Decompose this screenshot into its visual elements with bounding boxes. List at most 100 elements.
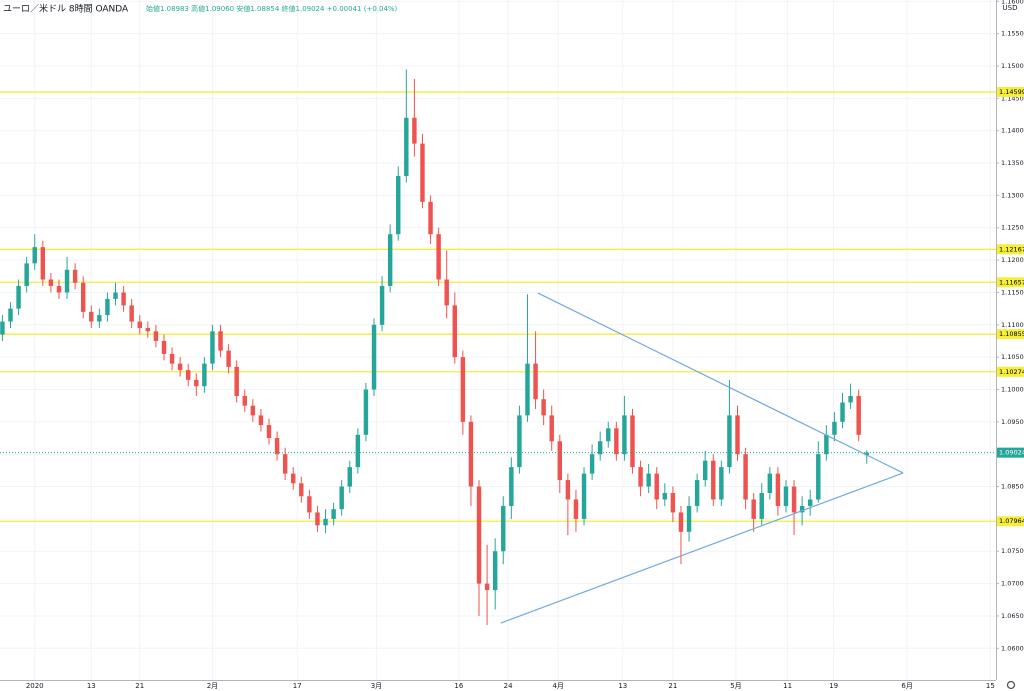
level-label: 1.12167 bbox=[999, 245, 1024, 253]
candle-body bbox=[565, 480, 571, 500]
candle-body bbox=[476, 486, 482, 584]
candle-body bbox=[492, 551, 498, 591]
candle-body bbox=[452, 305, 458, 358]
candle-body bbox=[89, 311, 94, 322]
candle-body bbox=[282, 454, 288, 474]
candle-body bbox=[48, 279, 54, 286]
y-tick-label: 1.07500 bbox=[1001, 547, 1024, 555]
candle-body bbox=[840, 402, 845, 422]
x-tick-label: 17 bbox=[293, 682, 302, 690]
level-label: 1.07964 bbox=[999, 517, 1024, 525]
candle-body bbox=[371, 324, 377, 390]
y-tick-label: 1.10000 bbox=[1001, 385, 1024, 393]
candle-body bbox=[355, 434, 361, 468]
level-label-box bbox=[997, 329, 1024, 340]
y-tick-label: 1.07000 bbox=[1001, 580, 1024, 588]
candle-body bbox=[525, 363, 530, 416]
ohlc-legend: 始値1.08983 高値1.09060 安値1.08854 終値1.09024 … bbox=[146, 4, 398, 13]
candle-body bbox=[185, 370, 191, 380]
y-tick-label: 1.09500 bbox=[1001, 418, 1024, 426]
candle-body bbox=[404, 117, 409, 176]
x-tick-label: 15 bbox=[986, 682, 995, 690]
y-tick-label: 1.13000 bbox=[1001, 191, 1024, 199]
candle-body bbox=[597, 441, 603, 455]
y-tick-label: 1.15500 bbox=[1001, 30, 1024, 38]
candle-body bbox=[444, 279, 449, 306]
candle-body bbox=[145, 328, 151, 332]
y-tick-label: 1.11000 bbox=[1001, 321, 1024, 329]
candle-body bbox=[307, 496, 312, 513]
candle-body bbox=[727, 415, 732, 468]
symbol-title: ユーロ／米ドル 8時間 OANDA bbox=[3, 3, 129, 15]
candle-body bbox=[40, 247, 46, 280]
level-label-box bbox=[997, 244, 1024, 255]
x-tick-label: 21 bbox=[135, 682, 144, 690]
x-tick-label: 13 bbox=[618, 682, 627, 690]
candle-body bbox=[121, 292, 126, 306]
candle-body bbox=[557, 441, 563, 481]
candle-body bbox=[16, 285, 21, 309]
level-label: 1.10274 bbox=[999, 368, 1024, 376]
candle-body bbox=[735, 415, 740, 455]
candle-body bbox=[323, 518, 328, 526]
candle-body bbox=[807, 499, 813, 506]
candle-body bbox=[177, 363, 183, 371]
candle-body bbox=[299, 483, 304, 497]
x-tick-label: 11 bbox=[783, 682, 792, 690]
x-tick-label: 19 bbox=[829, 682, 838, 690]
candle-body bbox=[581, 473, 587, 519]
level-label: 1.11657 bbox=[999, 278, 1024, 286]
x-tick-label: 5月 bbox=[730, 682, 741, 690]
candle-body bbox=[614, 428, 619, 455]
candle-body bbox=[72, 269, 78, 283]
axes: 1.060001.065001.070001.075001.080001.085… bbox=[26, 0, 1024, 690]
candle-body bbox=[266, 425, 272, 439]
candle-body bbox=[638, 467, 643, 487]
currency-label: USD bbox=[1003, 4, 1018, 12]
candle-body bbox=[8, 308, 13, 322]
candle-body bbox=[816, 454, 821, 500]
plot bbox=[0, 69, 996, 626]
candle-body bbox=[468, 421, 474, 487]
y-tick-label: 1.14000 bbox=[1001, 127, 1024, 135]
y-tick-label: 1.12000 bbox=[1001, 256, 1024, 264]
candle-body bbox=[484, 583, 490, 591]
gear[interactable] bbox=[1006, 680, 1016, 690]
candle-body bbox=[194, 379, 199, 387]
candle-body bbox=[291, 473, 296, 484]
candle-body bbox=[420, 143, 425, 202]
candle-body bbox=[153, 331, 159, 341]
candle-body bbox=[606, 428, 611, 442]
x-tick-label: 24 bbox=[504, 682, 513, 690]
candle-body bbox=[775, 473, 781, 506]
last-price-box bbox=[997, 447, 1024, 458]
candle-body bbox=[242, 395, 247, 406]
candle-body bbox=[670, 493, 676, 513]
candle-body bbox=[646, 473, 651, 487]
candle-body bbox=[533, 363, 538, 400]
candle-body bbox=[315, 512, 320, 526]
y-tick-label: 1.06500 bbox=[1001, 612, 1024, 620]
candle-body bbox=[339, 486, 344, 510]
candle-body bbox=[460, 357, 466, 422]
candle-body bbox=[711, 460, 716, 500]
last-price-label: 1.09024 bbox=[999, 449, 1024, 457]
y-tick-label: 1.16000 bbox=[1001, 0, 1024, 5]
candle-body bbox=[719, 467, 724, 500]
candle-body bbox=[799, 505, 805, 513]
level-label-box bbox=[997, 277, 1024, 288]
level-label: 1.14599 bbox=[999, 88, 1024, 96]
candle-body bbox=[694, 480, 700, 506]
settings-icon[interactable] bbox=[1006, 680, 1016, 690]
candle-body bbox=[363, 389, 369, 435]
candle-body bbox=[274, 438, 280, 455]
candle-body bbox=[412, 117, 417, 144]
level-label-box bbox=[997, 86, 1024, 97]
candle-body bbox=[824, 434, 829, 455]
x-tick-label: 16 bbox=[454, 682, 463, 690]
y-tick-label: 1.06000 bbox=[1001, 644, 1024, 652]
candle-body bbox=[759, 493, 764, 519]
candle-body bbox=[202, 363, 207, 387]
candle-body bbox=[630, 415, 635, 468]
